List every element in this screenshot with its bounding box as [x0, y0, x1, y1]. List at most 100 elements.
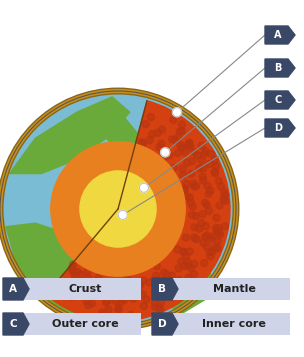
Polygon shape — [100, 117, 142, 150]
Circle shape — [186, 140, 193, 147]
Circle shape — [188, 265, 195, 271]
Circle shape — [190, 271, 197, 278]
Circle shape — [179, 165, 186, 172]
Circle shape — [178, 144, 185, 151]
Circle shape — [115, 307, 122, 313]
Circle shape — [202, 233, 209, 241]
Circle shape — [70, 268, 77, 276]
Circle shape — [191, 183, 198, 190]
Circle shape — [93, 279, 100, 286]
Text: C: C — [275, 95, 282, 105]
Polygon shape — [6, 223, 136, 321]
Circle shape — [180, 172, 187, 179]
Circle shape — [186, 139, 193, 146]
Circle shape — [140, 302, 147, 310]
Circle shape — [205, 207, 212, 215]
Circle shape — [212, 163, 219, 170]
Circle shape — [181, 186, 188, 193]
Circle shape — [180, 248, 187, 256]
Circle shape — [72, 273, 79, 280]
Circle shape — [222, 223, 229, 230]
Circle shape — [160, 154, 167, 161]
Text: Outer core: Outer core — [52, 319, 118, 329]
Circle shape — [203, 202, 210, 208]
Circle shape — [209, 233, 216, 240]
Text: C: C — [9, 319, 17, 329]
Polygon shape — [144, 286, 177, 315]
Circle shape — [222, 197, 229, 204]
Circle shape — [215, 177, 222, 185]
Circle shape — [151, 303, 158, 311]
Polygon shape — [265, 91, 295, 109]
Circle shape — [186, 194, 193, 201]
Text: A: A — [274, 30, 282, 40]
Circle shape — [191, 261, 198, 267]
Circle shape — [121, 296, 128, 303]
Circle shape — [203, 243, 210, 250]
Circle shape — [208, 236, 215, 243]
Circle shape — [175, 133, 182, 140]
Circle shape — [183, 180, 190, 187]
Circle shape — [184, 287, 191, 294]
Circle shape — [96, 281, 103, 288]
Circle shape — [196, 225, 203, 232]
Circle shape — [118, 299, 125, 306]
Circle shape — [84, 267, 91, 275]
Circle shape — [221, 188, 228, 195]
Circle shape — [140, 183, 148, 192]
Circle shape — [199, 174, 206, 180]
Circle shape — [194, 152, 201, 159]
Circle shape — [199, 211, 206, 217]
Circle shape — [208, 150, 215, 157]
Circle shape — [202, 223, 209, 230]
Circle shape — [202, 148, 209, 155]
Circle shape — [217, 183, 224, 190]
Circle shape — [201, 151, 208, 157]
Circle shape — [188, 211, 195, 218]
Polygon shape — [265, 119, 295, 137]
Circle shape — [193, 236, 200, 243]
Circle shape — [126, 293, 133, 300]
Circle shape — [175, 265, 182, 272]
Circle shape — [151, 280, 158, 287]
Polygon shape — [265, 26, 295, 44]
Circle shape — [80, 171, 156, 247]
Circle shape — [164, 288, 171, 295]
Circle shape — [205, 190, 212, 197]
Circle shape — [151, 300, 158, 307]
Circle shape — [169, 136, 176, 143]
Circle shape — [124, 282, 131, 289]
Circle shape — [154, 129, 161, 136]
FancyBboxPatch shape — [152, 313, 290, 335]
Circle shape — [51, 142, 185, 276]
Circle shape — [112, 297, 119, 305]
Circle shape — [213, 214, 220, 221]
Circle shape — [193, 183, 200, 190]
Circle shape — [127, 312, 134, 318]
Circle shape — [209, 248, 216, 255]
Circle shape — [189, 157, 196, 165]
Circle shape — [214, 237, 221, 245]
Circle shape — [153, 263, 160, 270]
Circle shape — [201, 260, 208, 267]
Circle shape — [198, 220, 205, 227]
Circle shape — [98, 312, 105, 319]
Circle shape — [191, 149, 198, 156]
Text: D: D — [274, 123, 282, 133]
Circle shape — [221, 192, 228, 198]
Polygon shape — [152, 278, 178, 300]
Circle shape — [147, 114, 154, 121]
Circle shape — [183, 192, 190, 199]
Circle shape — [188, 170, 195, 177]
Circle shape — [178, 258, 185, 265]
Circle shape — [211, 169, 218, 176]
Circle shape — [70, 261, 77, 268]
Circle shape — [187, 199, 194, 206]
Circle shape — [212, 244, 219, 251]
Circle shape — [118, 210, 127, 220]
Circle shape — [161, 148, 170, 157]
Circle shape — [68, 265, 75, 272]
Circle shape — [196, 165, 203, 172]
Polygon shape — [3, 313, 29, 335]
Circle shape — [161, 269, 168, 276]
